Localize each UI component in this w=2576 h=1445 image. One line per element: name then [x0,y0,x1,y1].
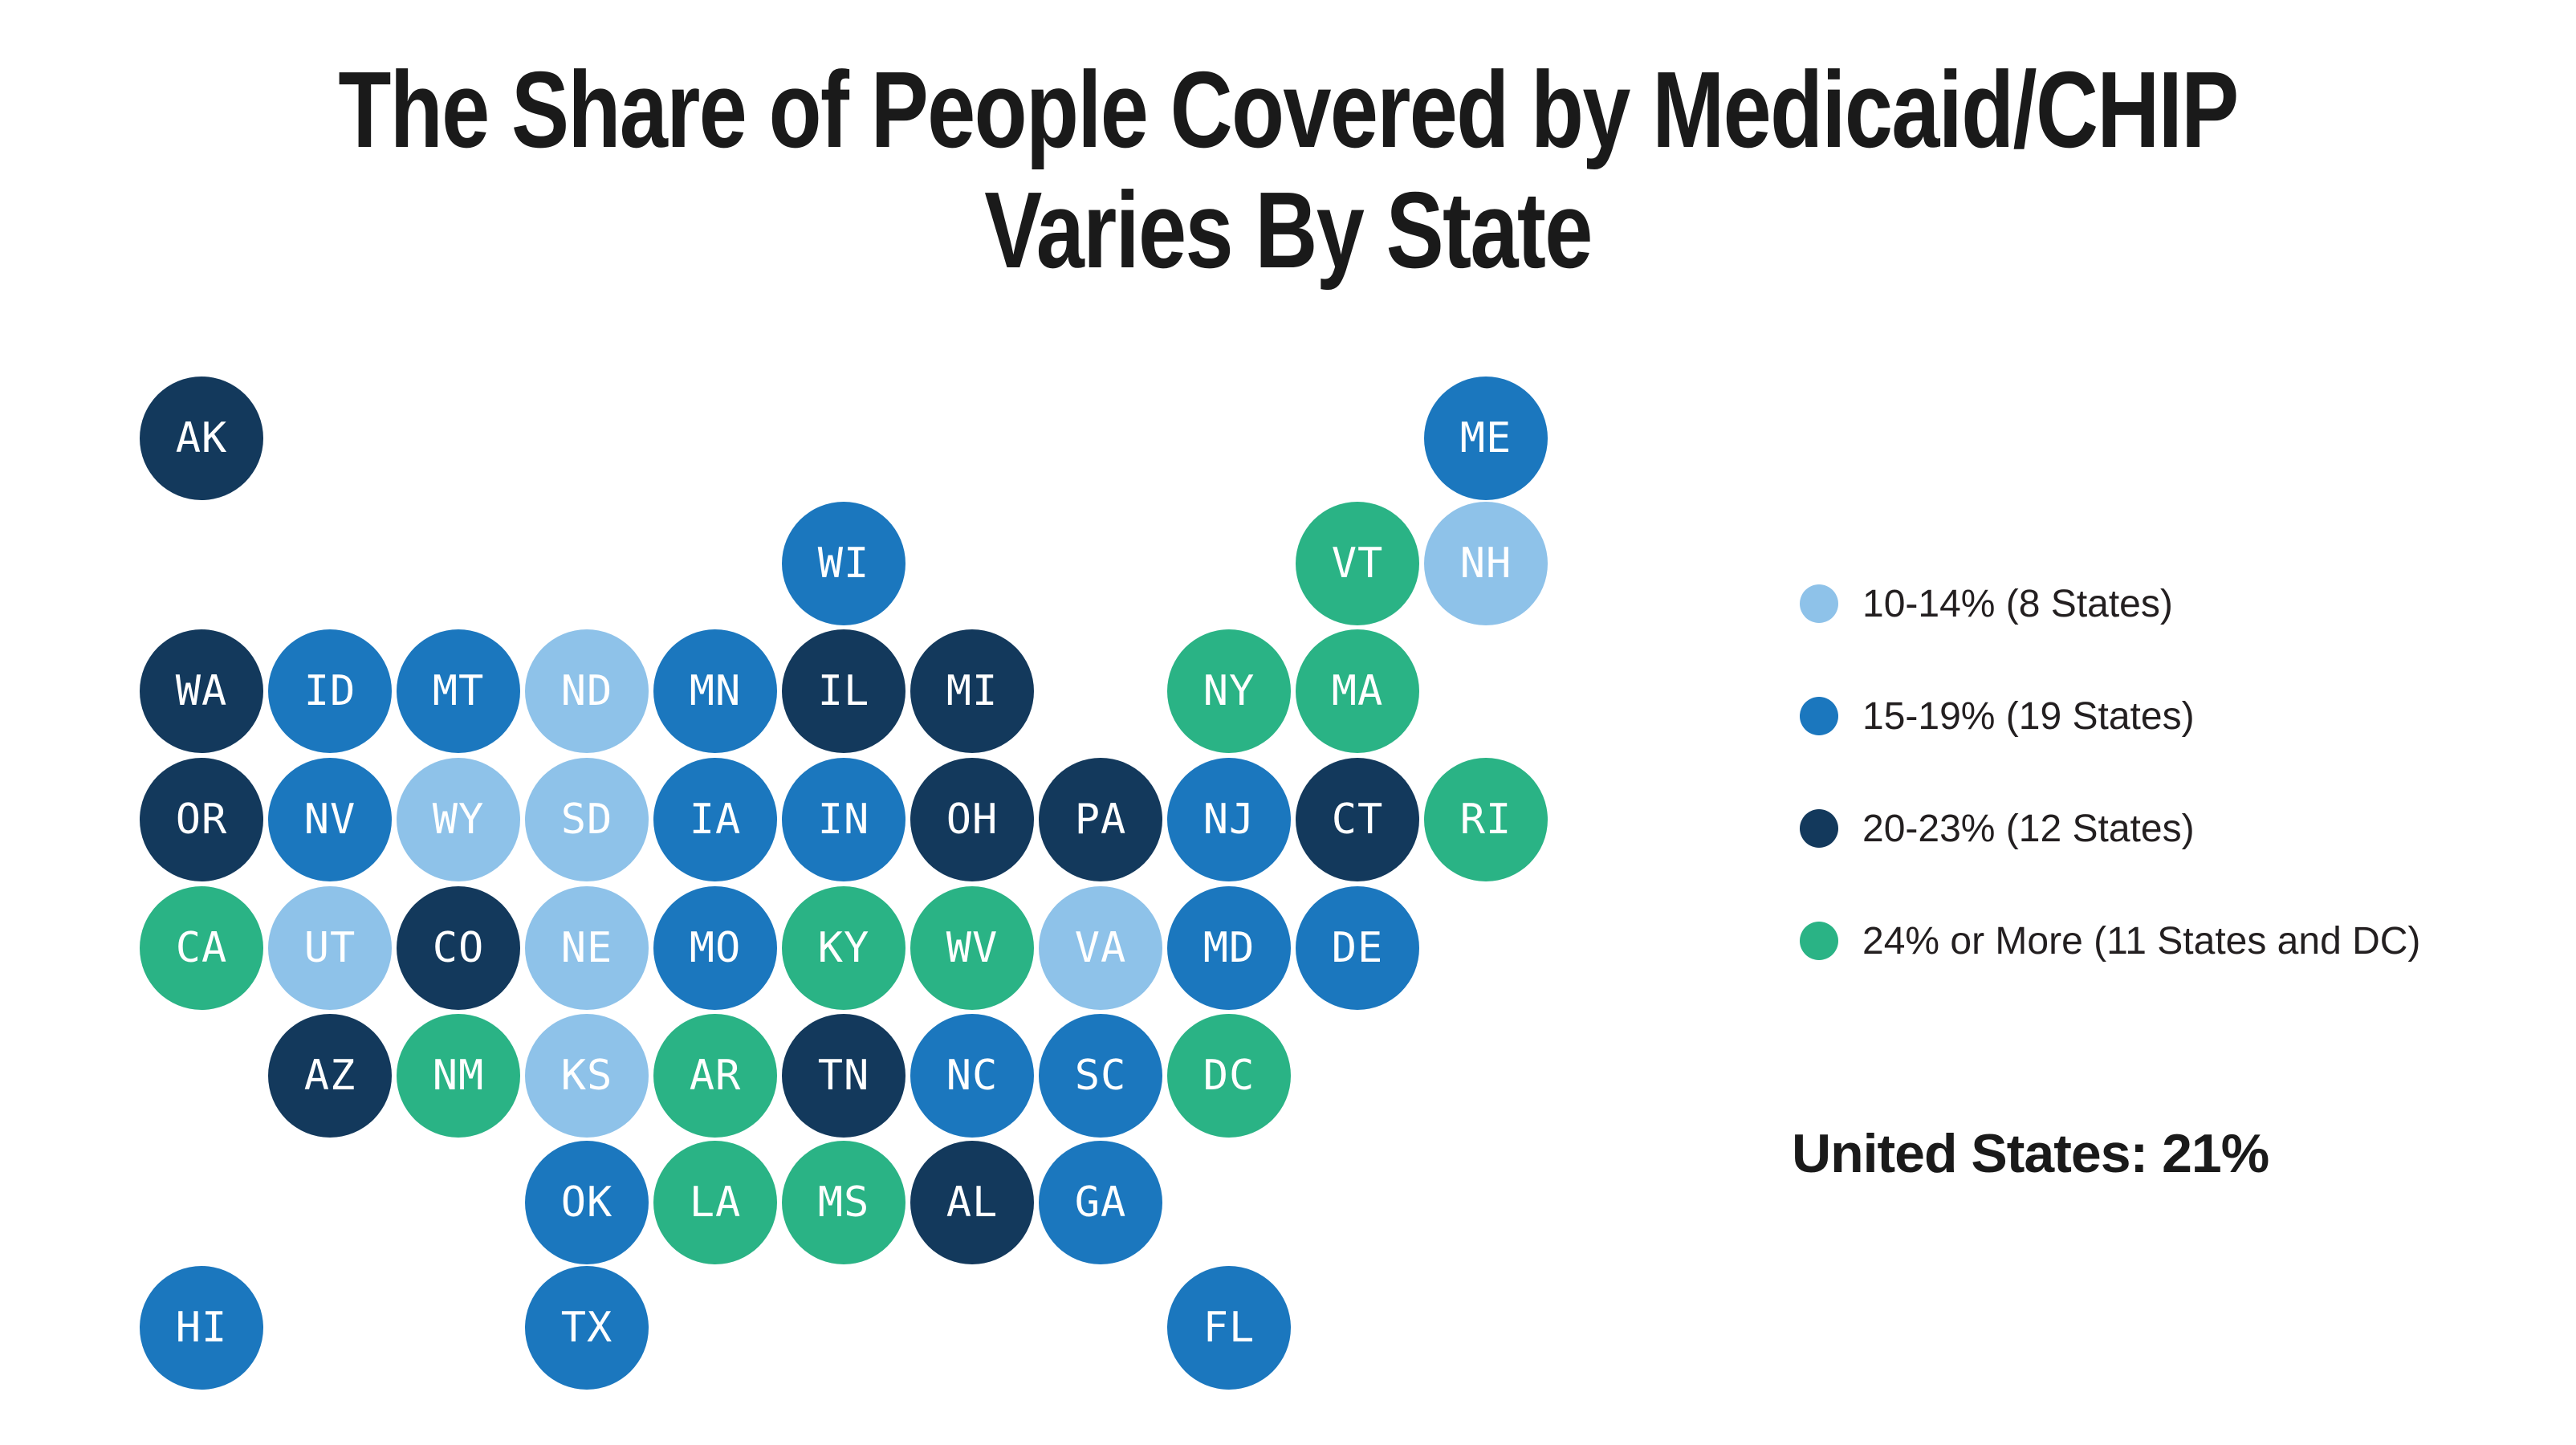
state-tile-va: VA [1039,886,1162,1010]
state-tile-nj: NJ [1167,758,1291,881]
legend-swatch-icon [1800,809,1838,848]
state-tile-wa: WA [140,629,263,753]
state-tile-oh: OH [910,758,1034,881]
state-tile-ar: AR [653,1014,777,1138]
state-tile-ia: IA [653,758,777,881]
state-tile-wy: WY [397,758,520,881]
state-tile-ak: AK [140,377,263,500]
state-tile-ca: CA [140,886,263,1010]
state-tile-id: ID [268,629,392,753]
state-tile-mt: MT [397,629,520,753]
state-tile-il: IL [782,629,905,753]
chart-title-line-1: The Share of People Covered by Medicaid/… [338,49,2239,170]
state-tile-nv: NV [268,758,392,881]
legend-swatch-icon [1800,697,1838,735]
legend-swatch-icon [1800,922,1838,960]
state-tile-ut: UT [268,886,392,1010]
state-tile-tx: TX [525,1266,649,1390]
legend-swatch-icon [1800,584,1838,623]
state-tile-nd: ND [525,629,649,753]
state-tile-al: AL [910,1141,1034,1264]
state-tile-mn: MN [653,629,777,753]
state-tile-fl: FL [1167,1266,1291,1390]
state-tile-ga: GA [1039,1141,1162,1264]
legend-item-0: 10-14% (8 States) [1800,547,2420,660]
legend-item-label: 24% or More (11 States and DC) [1862,919,2421,963]
state-tile-ms: MS [782,1141,905,1264]
state-tile-az: AZ [268,1014,392,1138]
state-tile-ct: CT [1296,758,1419,881]
state-tile-sc: SC [1039,1014,1162,1138]
legend-item-1: 15-19% (19 States) [1800,660,2420,772]
chart-title-line-2: Varies By State [984,169,1593,291]
state-tile-nc: NC [910,1014,1034,1138]
legend-item-label: 10-14% (8 States) [1862,582,2173,625]
state-tile-ky: KY [782,886,905,1010]
state-tile-la: LA [653,1141,777,1264]
legend-item-2: 20-23% (12 States) [1800,772,2420,885]
state-tile-wi: WI [782,502,905,625]
state-tile-nh: NH [1424,502,1548,625]
state-tile-me: ME [1424,377,1548,500]
state-tile-co: CO [397,886,520,1010]
state-tile-de: DE [1296,886,1419,1010]
state-tile-ks: KS [525,1014,649,1138]
legend-item-label: 15-19% (19 States) [1862,694,2195,738]
state-tile-sd: SD [525,758,649,881]
state-tile-ok: OK [525,1141,649,1264]
state-tile-dc: DC [1167,1014,1291,1138]
legend-item-3: 24% or More (11 States and DC) [1800,885,2420,997]
state-tile-nm: NM [397,1014,520,1138]
chart-title: The Share of People Covered by Medicaid/… [0,50,2576,291]
state-tile-tn: TN [782,1014,905,1138]
state-tile-ne: NE [525,886,649,1010]
state-tile-pa: PA [1039,758,1162,881]
state-tile-ri: RI [1424,758,1548,881]
us-total-label: United States: 21% [1792,1123,2269,1184]
legend: 10-14% (8 States) 15-19% (19 States) 20-23… [1800,547,2420,997]
state-tile-wv: WV [910,886,1034,1010]
state-tile-vt: VT [1296,502,1419,625]
state-tile-ny: NY [1167,629,1291,753]
state-tile-in: IN [782,758,905,881]
state-tile-md: MD [1167,886,1291,1010]
state-tile-hi: HI [140,1266,263,1390]
state-tile-mo: MO [653,886,777,1010]
state-tile-or: OR [140,758,263,881]
legend-item-label: 20-23% (12 States) [1862,807,2195,850]
state-tile-ma: MA [1296,629,1419,753]
state-tile-mi: MI [910,629,1034,753]
